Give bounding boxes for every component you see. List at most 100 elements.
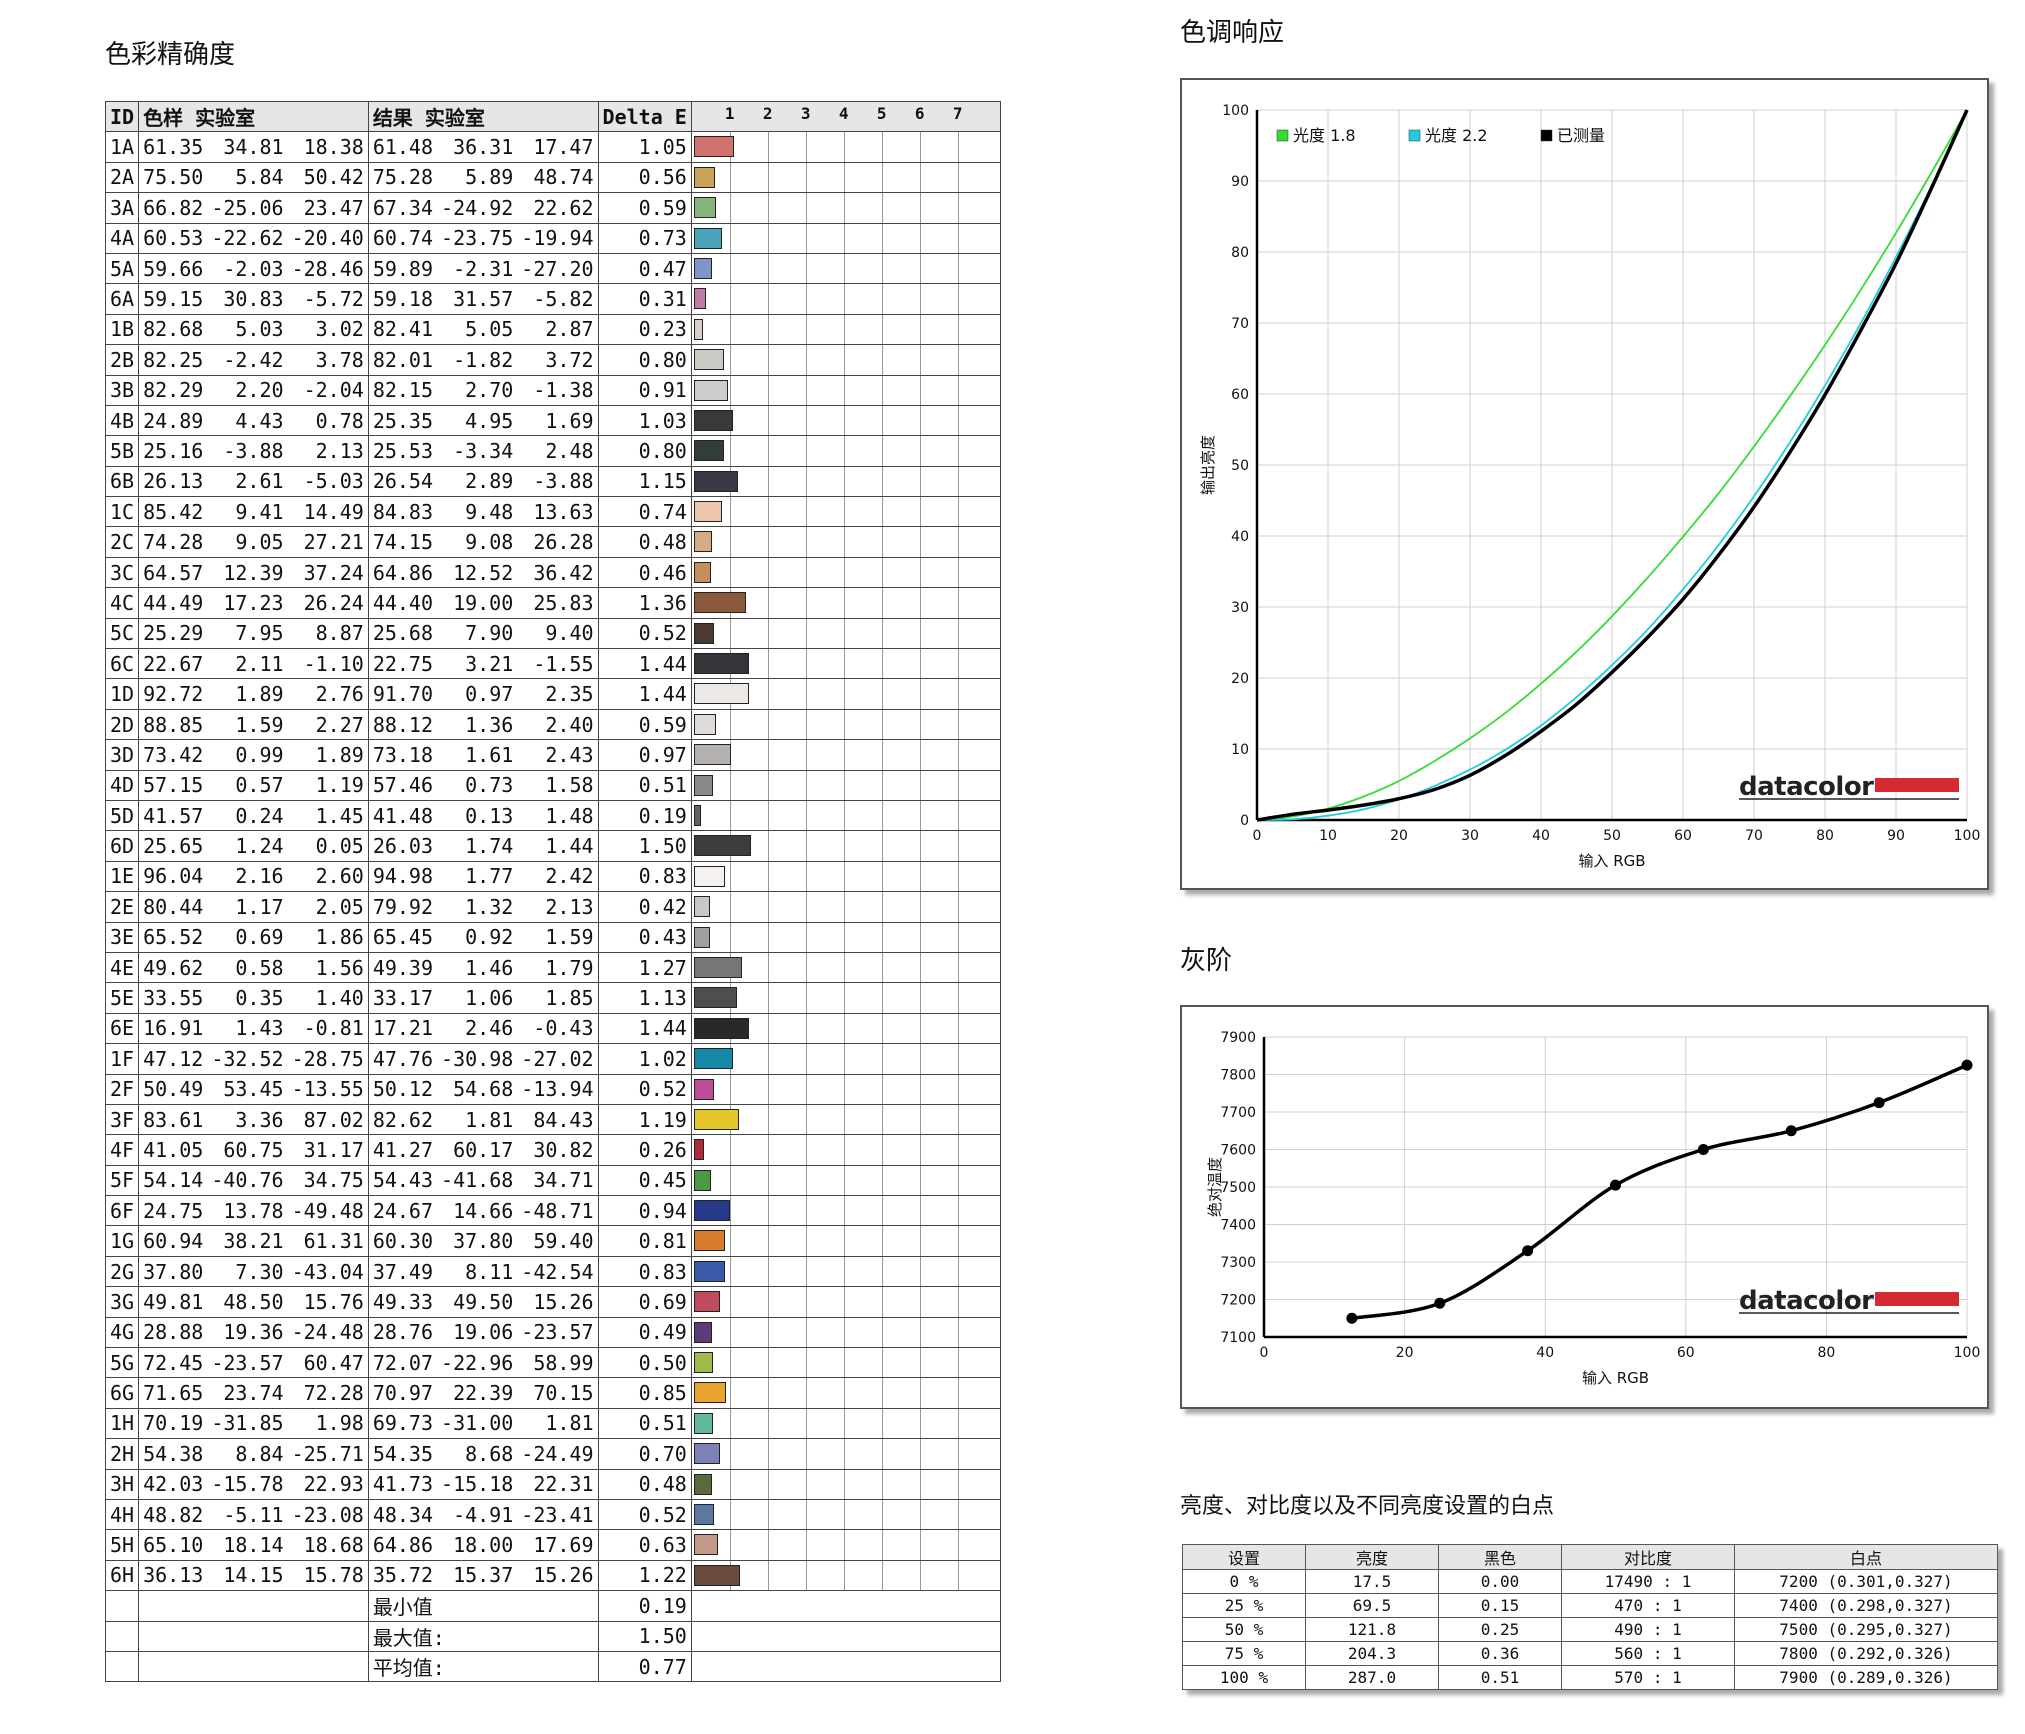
white-point-header-cell: 对比度 — [1561, 1544, 1735, 1570]
result-value: 73.18 — [367, 739, 438, 771]
result-value: 2.46 — [437, 1012, 518, 1045]
x-tick-label: 20 — [1390, 828, 1408, 844]
result-value: 70.97 — [367, 1377, 438, 1409]
scale-gridline — [767, 588, 769, 618]
scale-gridline — [919, 800, 921, 831]
delta-e-bar-cell — [690, 1073, 1001, 1105]
table-row: 4F 41.05 60.75 31.17 41.27 60.17 30.82 0.26 — [104, 1134, 1001, 1166]
result-value: 1.59 — [517, 921, 599, 953]
scale-gridline — [843, 375, 845, 405]
scale-gridline — [881, 345, 883, 375]
scale-gridline — [843, 436, 845, 466]
scale-gridline — [881, 679, 883, 709]
row-id: 5B — [104, 435, 140, 467]
sample-value: -3.88 — [207, 435, 288, 467]
result-value: 0.97 — [437, 678, 518, 710]
white-point-table: 设置 亮度 黑色 对比度 白点 0 % 17.5 0.00 17490 : 1 7200 (0.3… — [1182, 1544, 1998, 1690]
data-point — [1697, 1144, 1709, 1155]
scale-gridline — [881, 1408, 883, 1439]
scale-gridline — [729, 1196, 731, 1226]
delta-e-bar-cell — [690, 161, 1001, 194]
scale-gridline — [881, 709, 883, 740]
scale-gridline — [919, 618, 921, 649]
white-point-cell: 570 : 1 — [1561, 1665, 1735, 1690]
scale-gridline — [843, 162, 845, 193]
scale-gridline — [881, 1469, 883, 1499]
summary-label: 平均值: — [367, 1650, 599, 1683]
scale-gridline — [805, 679, 807, 709]
scale-gridline — [957, 1560, 959, 1591]
row-id: 3B — [104, 374, 140, 406]
scale-gridline — [767, 1013, 769, 1044]
x-tick-label: 100 — [1954, 828, 1981, 844]
white-point-header-cell: 黑色 — [1438, 1544, 1562, 1570]
sample-value: 83.61 — [138, 1103, 208, 1136]
scale-gridline — [919, 1499, 921, 1530]
sample-value: 49.81 — [138, 1286, 208, 1318]
scale-gridline — [805, 709, 807, 740]
scale-gridline — [843, 983, 845, 1013]
sample-value: 24.75 — [138, 1195, 208, 1227]
sample-value: 0.78 — [287, 404, 369, 437]
result-value: 31.57 — [437, 283, 518, 315]
result-value: 19.00 — [437, 587, 518, 619]
delta-e-bar-cell — [690, 830, 1001, 862]
y-tick-label: 7200 — [1220, 1293, 1256, 1309]
white-point-cell: 7400 (0.298,0.327) — [1734, 1593, 1998, 1618]
scale-gridline — [767, 466, 769, 497]
delta-e-value: 0.80 — [597, 435, 692, 467]
sample-value: 38.21 — [207, 1225, 288, 1257]
scale-gridline — [729, 1439, 731, 1469]
sample-value: 3.36 — [207, 1103, 288, 1136]
sample-value: 96.04 — [138, 860, 208, 893]
scale-gridline — [843, 1499, 845, 1530]
scale-gridline — [767, 831, 769, 861]
scale-gridline — [767, 618, 769, 649]
y-tick-label: 80 — [1231, 245, 1249, 261]
delta-e-bar-cell — [690, 1286, 1001, 1318]
delta-e-value: 1.02 — [597, 1043, 692, 1075]
sample-value: 85.42 — [138, 496, 208, 528]
y-axis-label: 绝对温度 — [1206, 1157, 1224, 1217]
result-value: 48.74 — [517, 161, 599, 194]
sample-value: 60.75 — [207, 1134, 288, 1166]
delta-e-value: 0.48 — [597, 526, 692, 558]
y-tick-label: 7600 — [1220, 1143, 1256, 1159]
scale-gridline — [729, 892, 731, 922]
scale-gridline — [805, 405, 807, 436]
sample-value: 2.76 — [287, 678, 369, 710]
delta-e-bar — [693, 1503, 714, 1525]
white-point-cell: 17.5 — [1305, 1569, 1439, 1594]
scale-gridline — [843, 1074, 845, 1104]
scale-gridline — [881, 497, 883, 527]
scale-gridline — [805, 861, 807, 892]
sample-value: 2.05 — [287, 891, 369, 923]
result-value: 26.54 — [367, 465, 438, 498]
white-point-header-cell: 亮度 — [1305, 1544, 1439, 1570]
scale-gridline — [843, 1378, 845, 1408]
x-tick-label: 70 — [1745, 828, 1763, 844]
delta-e-bar — [693, 501, 722, 523]
scale-gridline — [767, 649, 769, 679]
delta-e-bar-cell — [690, 435, 1001, 467]
sample-value: -15.78 — [207, 1468, 288, 1500]
scale-gridline — [881, 1044, 883, 1074]
scale-header: 1 2 3 4 5 6 7 — [690, 100, 1001, 133]
scale-gridline — [767, 679, 769, 709]
table-row: 4E 49.62 0.58 1.56 49.39 1.46 1.79 1.27 — [104, 951, 1001, 984]
scale-gridline — [957, 345, 959, 375]
scale-gridline — [957, 740, 959, 770]
data-point — [1522, 1245, 1534, 1257]
result-value: -5.82 — [517, 283, 599, 315]
result-value: -1.38 — [517, 374, 599, 406]
scale-gridline — [881, 1196, 883, 1226]
scale-gridline — [957, 375, 959, 405]
delta-e-bar — [693, 653, 749, 675]
scale-gridline — [881, 284, 883, 314]
delta-e-bar — [693, 1473, 713, 1495]
brightness-table-title: 亮度、对比度以及不同亮度设置的白点 — [1180, 1494, 1555, 1519]
scale-gridline — [729, 1499, 731, 1530]
delta-e-value: 0.59 — [597, 708, 692, 741]
row-id: 6D — [104, 830, 140, 862]
scale-gridline — [729, 375, 731, 405]
